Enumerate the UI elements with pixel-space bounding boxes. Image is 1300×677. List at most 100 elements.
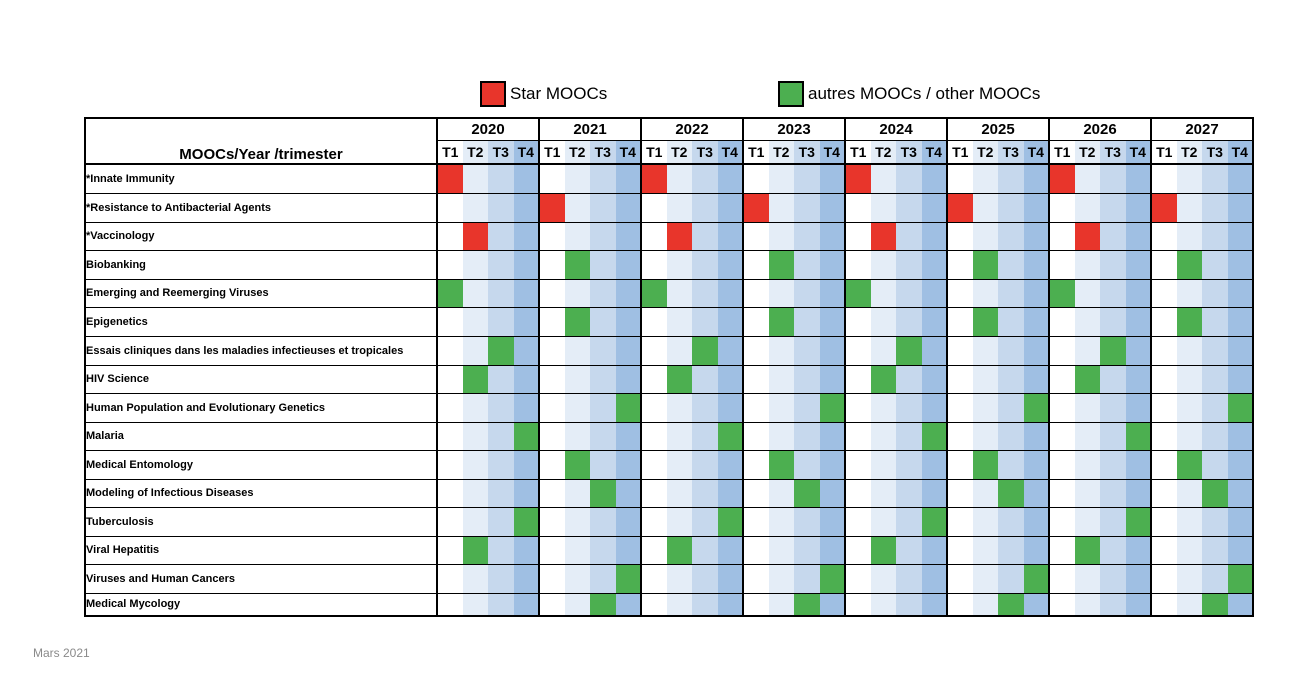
schedule-cell <box>488 536 514 565</box>
schedule-cell <box>488 307 514 337</box>
scheduled-cell <box>666 222 692 251</box>
schedule-cell <box>1074 307 1100 337</box>
schedule-cell <box>946 536 973 565</box>
mooc-name: HIV Science <box>84 365 438 394</box>
mooc-name: Malaria <box>84 422 438 451</box>
schedule-cell <box>590 536 616 565</box>
schedule-cell <box>488 422 514 451</box>
schedule-cell <box>717 279 744 308</box>
schedule-cell <box>488 479 514 508</box>
table-row: *Resistance to Antibacterial Agents <box>84 193 1254 223</box>
schedule-cell <box>1100 365 1126 394</box>
schedule-cell <box>1227 164 1254 194</box>
schedule-cell <box>692 422 718 451</box>
schedule-cell <box>742 307 769 337</box>
schedule-cell <box>1227 193 1254 223</box>
schedule-cell <box>870 593 896 617</box>
schedule-cell <box>1074 250 1100 280</box>
schedule-cell <box>1227 422 1254 451</box>
schedule-cell <box>538 307 565 337</box>
schedule-cell <box>1202 336 1228 366</box>
schedule-cell <box>998 336 1024 366</box>
schedule-cell <box>921 593 948 617</box>
trimester-header-2026-t2: T2 <box>1074 140 1100 165</box>
scheduled-cell <box>844 164 871 194</box>
schedule-cell <box>1227 307 1254 337</box>
schedule-cell <box>946 507 973 537</box>
year-header-row: MOOCs/Year /trimester 2020 2021 2022 2023 20… <box>84 117 1254 165</box>
schedule-cell <box>640 193 667 223</box>
schedule-cell <box>742 336 769 366</box>
trimester-header-2023-t1: T1 <box>742 140 769 165</box>
schedule-cell <box>1227 450 1254 480</box>
trimester-header-2020-t1: T1 <box>436 140 463 165</box>
schedule-cell <box>921 479 948 508</box>
schedule-cell <box>564 279 590 308</box>
trimester-header-2022-t2: T2 <box>666 140 692 165</box>
schedule-cell <box>794 307 820 337</box>
schedule-cell <box>998 365 1024 394</box>
schedule-cell <box>921 307 948 337</box>
schedule-cell <box>692 250 718 280</box>
mooc-name: Epigenetics <box>84 307 438 337</box>
scheduled-cell <box>1100 336 1126 366</box>
schedule-cell <box>1100 479 1126 508</box>
schedule-cell <box>640 422 667 451</box>
schedule-cell <box>819 222 846 251</box>
schedule-cell <box>692 365 718 394</box>
year-header-2027: 2027 <box>1150 117 1254 141</box>
scheduled-cell <box>717 422 744 451</box>
mooc-name: Tuberculosis <box>84 507 438 537</box>
schedule-cell <box>972 222 998 251</box>
schedule-cell <box>538 536 565 565</box>
schedule-cell <box>1125 164 1152 194</box>
schedule-cell <box>436 307 463 337</box>
schedule-cell <box>1176 393 1202 423</box>
schedule-cell <box>921 222 948 251</box>
schedule-cell <box>436 536 463 565</box>
schedule-cell <box>1150 307 1177 337</box>
scheduled-cell <box>564 250 590 280</box>
schedule-cell <box>870 564 896 594</box>
schedule-cell <box>844 336 871 366</box>
schedule-cell <box>513 536 540 565</box>
schedule-cell <box>590 507 616 537</box>
table-row: Viruses and Human Cancers <box>84 564 1254 594</box>
schedule-cell <box>998 222 1024 251</box>
schedule-cell <box>513 479 540 508</box>
schedule-cell <box>1125 365 1152 394</box>
schedule-cell <box>1100 222 1126 251</box>
schedule-cell <box>844 250 871 280</box>
schedule-cell <box>896 365 922 394</box>
schedule-cell <box>462 450 488 480</box>
trimester-header-2021-t4: T4 <box>615 140 642 165</box>
schedule-cell <box>768 507 794 537</box>
schedule-cell <box>590 222 616 251</box>
schedule-cell <box>1048 336 1075 366</box>
schedule-cell <box>896 593 922 617</box>
table-row: Malaria <box>84 422 1254 451</box>
schedule-cell <box>844 193 871 223</box>
schedule-cell <box>513 164 540 194</box>
schedule-cell <box>436 507 463 537</box>
schedule-cell <box>946 279 973 308</box>
schedule-cell <box>1202 250 1228 280</box>
schedule-cell <box>666 336 692 366</box>
schedule-cell <box>692 564 718 594</box>
table-row: Emerging and Reemerging Viruses <box>84 279 1254 308</box>
schedule-cell <box>462 593 488 617</box>
trimester-header-2021-t3: T3 <box>590 140 616 165</box>
schedule-cell <box>1048 307 1075 337</box>
schedule-cell <box>946 365 973 394</box>
schedule-cell <box>717 164 744 194</box>
schedule-cell <box>1150 222 1177 251</box>
table-row: Human Population and Evolutionary Geneti… <box>84 393 1254 423</box>
schedule-cell <box>1023 507 1050 537</box>
schedule-cell <box>844 593 871 617</box>
schedule-cell <box>640 393 667 423</box>
schedule-cell <box>794 250 820 280</box>
schedule-cell <box>946 250 973 280</box>
scheduled-cell <box>972 450 998 480</box>
schedule-cell <box>564 507 590 537</box>
schedule-cell <box>1023 593 1050 617</box>
